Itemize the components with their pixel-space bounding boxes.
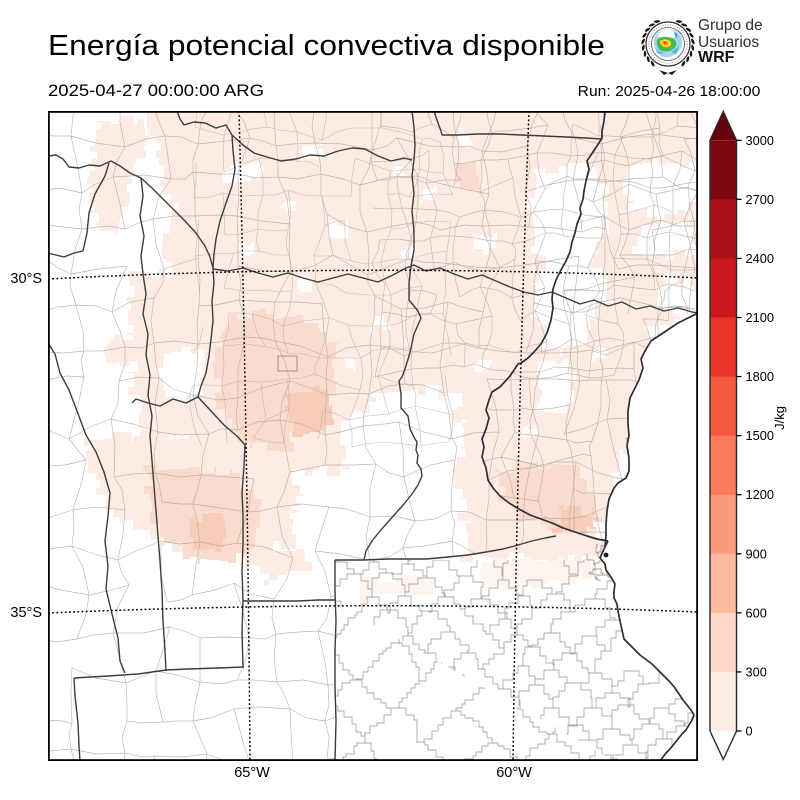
svg-text:2100: 2100 xyxy=(746,310,774,325)
svg-text:WRF: WRF xyxy=(698,49,735,66)
svg-text:Grupo de: Grupo de xyxy=(698,17,763,34)
svg-text:600: 600 xyxy=(746,605,767,620)
svg-text:0: 0 xyxy=(746,724,753,739)
svg-text:3000: 3000 xyxy=(746,133,774,148)
svg-text:2700: 2700 xyxy=(746,192,774,207)
svg-text:1200: 1200 xyxy=(746,487,774,502)
svg-text:900: 900 xyxy=(746,546,767,561)
svg-text:Usuarios: Usuarios xyxy=(698,34,759,51)
svg-text:J/kg: J/kg xyxy=(772,406,787,430)
svg-text:1500: 1500 xyxy=(746,428,774,443)
svg-text:300: 300 xyxy=(746,664,767,679)
svg-text:2400: 2400 xyxy=(746,251,774,266)
svg-text:1800: 1800 xyxy=(746,369,774,384)
